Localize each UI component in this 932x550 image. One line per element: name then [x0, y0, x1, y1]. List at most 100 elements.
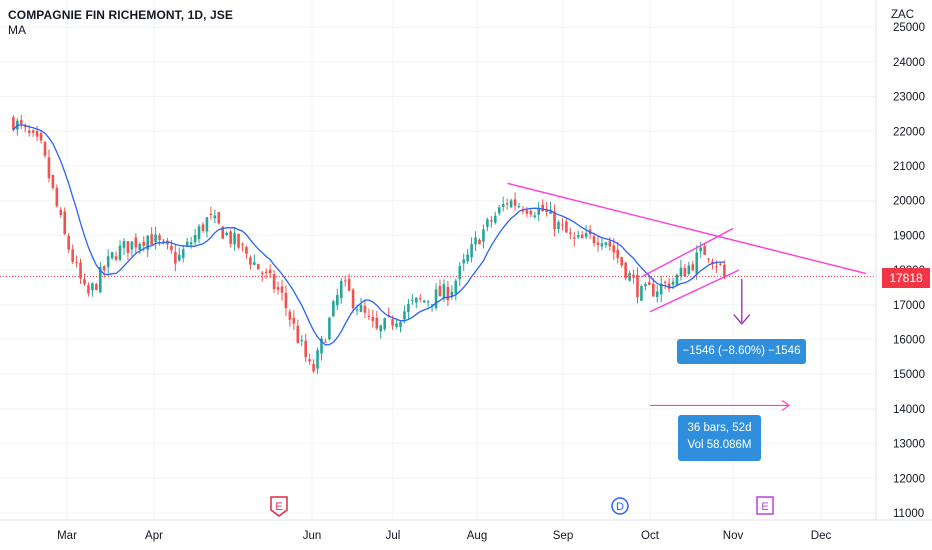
candle-body: [300, 340, 304, 342]
price-axis[interactable]: 2500024000230002200021000200001900018000…: [875, 0, 925, 520]
candle-body: [268, 269, 272, 274]
candle-body: [474, 237, 477, 245]
candle-body: [482, 229, 485, 242]
candle-body: [12, 117, 15, 130]
y-tick-label: 16000: [893, 335, 925, 347]
candle-body: [343, 280, 347, 282]
candle-body: [264, 271, 268, 273]
candle-body: [418, 298, 422, 300]
candle-body: [308, 359, 311, 362]
candle-body: [513, 199, 517, 206]
candle-body: [170, 245, 173, 251]
candle-body: [39, 133, 43, 141]
candle-body: [339, 280, 343, 299]
candle-body: [687, 265, 691, 275]
candle-body: [233, 233, 236, 245]
candle-body: [114, 256, 118, 260]
candle-body: [691, 264, 695, 271]
candle-body: [79, 262, 82, 279]
candle-body: [174, 251, 177, 264]
candle-body: [407, 304, 410, 313]
descending-trendline[interactable]: [507, 182, 867, 275]
candle-body: [351, 289, 355, 308]
x-tick-label: Dec: [811, 530, 832, 542]
candle-body: [517, 206, 521, 208]
y-tick-label: 22000: [893, 126, 925, 138]
event-label: E: [761, 501, 768, 513]
candle-body: [493, 215, 497, 223]
candle-body: [181, 249, 185, 258]
y-tick-label: 13000: [893, 439, 925, 451]
earnings-event-marker[interactable]: E: [756, 496, 774, 515]
candle-body: [316, 350, 319, 369]
candle-body: [529, 210, 533, 215]
candle-body: [91, 283, 94, 291]
candle-body: [434, 289, 438, 308]
volume-label: Vol 58.086M: [687, 439, 752, 451]
y-tick-label: 24000: [893, 57, 925, 69]
candle-body: [193, 234, 197, 243]
candle-body: [201, 224, 205, 231]
candle-body: [241, 243, 244, 245]
time-projection-arrowhead: [781, 399, 791, 411]
event-label: D: [616, 501, 624, 513]
candle-body: [565, 221, 568, 233]
candle-body: [146, 235, 149, 250]
dividend-event-marker[interactable]: D: [611, 497, 629, 515]
x-tick-label: Jun: [303, 530, 322, 542]
candle-body: [59, 209, 63, 216]
candle-body: [126, 241, 130, 253]
drawing-tools[interactable]: [507, 182, 867, 411]
candle-body: [292, 317, 296, 324]
candle-body: [320, 338, 323, 354]
candle-body: [648, 282, 651, 285]
candle-body: [450, 291, 454, 298]
candle-body: [47, 157, 51, 179]
currency-label: ZAC: [891, 9, 914, 21]
candle-body: [501, 204, 505, 207]
candle-body: [667, 283, 671, 289]
channel-lower-line[interactable]: [649, 269, 740, 313]
candle-body: [213, 215, 217, 219]
candle-body: [486, 219, 489, 227]
candle-body: [430, 304, 434, 306]
y-tick-label: 15000: [893, 369, 925, 381]
candle-body: [43, 142, 47, 156]
y-tick-label: 17000: [893, 300, 925, 312]
candle-body: [671, 281, 675, 285]
candle-body: [280, 286, 284, 293]
candle-body: [23, 126, 27, 128]
candle-body: [276, 287, 280, 290]
candle-body: [367, 316, 371, 318]
time-axis[interactable]: Mar Apr Jun Jul Aug Sep Oct Nov Dec: [0, 519, 932, 542]
candle-body: [87, 285, 90, 294]
y-tick-label: 14000: [893, 404, 925, 416]
y-tick-label: 19000: [893, 230, 925, 242]
earnings-event-marker[interactable]: E: [270, 496, 288, 517]
candle-body: [545, 209, 548, 212]
candle-body: [403, 311, 406, 320]
candle-body: [569, 232, 572, 234]
candle-body: [604, 242, 608, 246]
candle-body: [253, 262, 256, 265]
indicator-label[interactable]: MA: [8, 23, 26, 37]
candle-body: [561, 224, 564, 226]
channel-upper-line[interactable]: [640, 227, 734, 278]
candle-body: [490, 220, 493, 222]
candle-body: [580, 234, 584, 239]
candle-body: [312, 363, 315, 372]
symbol-title: COMPAGNIE FIN RICHEMONT, 1D, JSE: [8, 8, 234, 22]
candle-body: [363, 305, 367, 313]
candle-body: [272, 274, 276, 290]
candle-body: [584, 233, 588, 237]
candle-body: [225, 232, 228, 236]
x-tick-label: Sep: [553, 530, 573, 542]
candle-body: [454, 280, 458, 294]
candle-body: [557, 222, 560, 229]
candle-body: [256, 263, 260, 270]
candle-body: [335, 295, 339, 306]
ma-line: [12, 124, 725, 346]
candle-body: [19, 120, 23, 125]
